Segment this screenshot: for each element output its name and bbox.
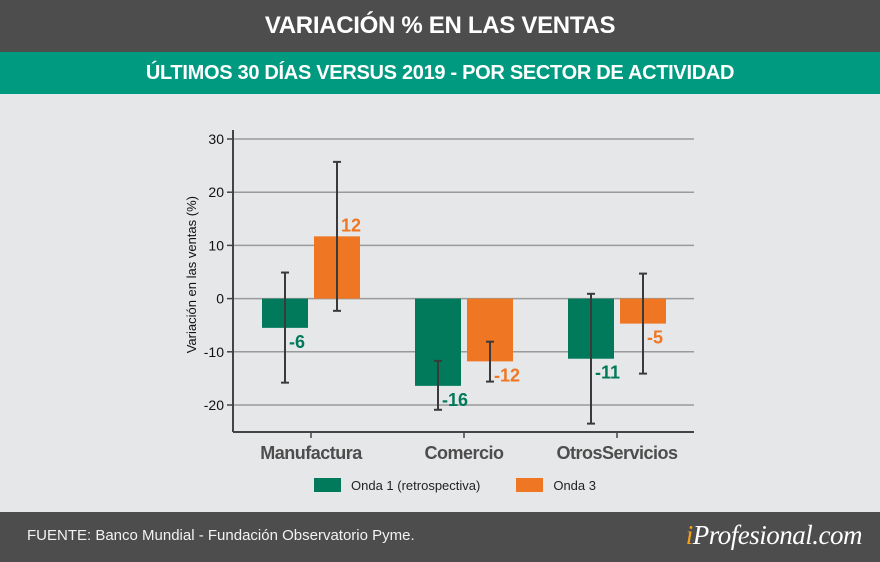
category-label: Comercio	[424, 443, 504, 463]
chart-area: 30 20 10 0 -10 -20 Variación en las ventas (%)…	[0, 94, 880, 512]
y-tick-label: 20	[208, 184, 224, 200]
source-note: FUENTE: Banco Mundial - Fundación Observ…	[27, 527, 415, 544]
category-label: Manufactura	[260, 443, 363, 463]
legend-swatch-series-1	[314, 478, 341, 492]
chart-title: VARIACIÓN % EN LAS VENTAS	[0, 0, 880, 52]
brand-logo: iProfesional.com	[685, 520, 863, 551]
axes: 30 20 10 0 -10 -20 Variación en las ventas (%)…	[184, 130, 694, 463]
data-label: -5	[647, 328, 663, 348]
logo-text: Profesional.com	[692, 520, 863, 550]
legend-item-series-1: Onda 1 (retrospectiva)	[314, 478, 480, 493]
y-tick-label: 30	[208, 131, 224, 147]
data-label: -11	[595, 363, 620, 383]
legend-label-series-1: Onda 1 (retrospectiva)	[351, 477, 481, 493]
y-tick-label: 0	[216, 291, 224, 307]
chart-subtitle: ÚLTIMOS 30 DÍAS VERSUS 2019 - POR SECTOR…	[0, 52, 880, 94]
data-label: -12	[494, 365, 520, 385]
legend-label-series-2: Onda 3	[553, 477, 596, 493]
legend-swatch-series-2	[516, 478, 544, 492]
y-tick-label: 10	[208, 237, 224, 253]
logo-i: i	[685, 520, 694, 550]
bar-chart: 30 20 10 0 -10 -20 Variación en las ventas (%)…	[184, 130, 694, 463]
data-label: 12	[341, 215, 361, 235]
category-label: OtrosServicios	[556, 443, 678, 463]
data-label: -6	[289, 332, 305, 352]
legend: Onda 1 (retrospectiva) Onda 3	[0, 473, 880, 497]
data-labels: -6 -16 -11 12 -12 -5	[289, 215, 663, 409]
footer: FUENTE: Banco Mundial - Fundación Observ…	[0, 512, 880, 562]
y-tick-label: -20	[204, 397, 224, 413]
gridlines	[233, 138, 694, 406]
legend-item-series-2: Onda 3	[516, 478, 596, 493]
y-axis-label: Variación en las ventas (%)	[184, 196, 199, 353]
error-bars	[281, 160, 647, 425]
data-label: -16	[442, 390, 468, 410]
y-tick-label: -10	[204, 344, 224, 360]
